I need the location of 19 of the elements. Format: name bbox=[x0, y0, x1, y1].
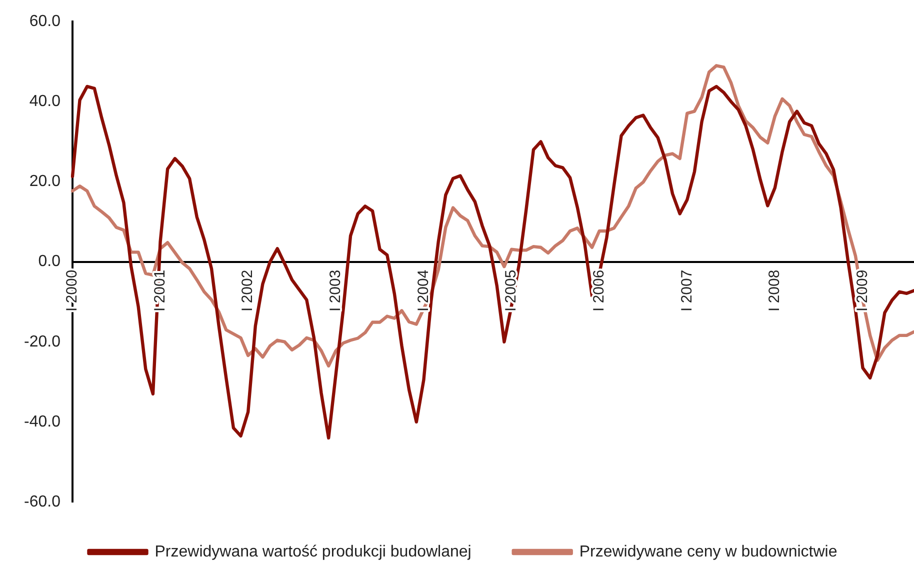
x-tick-label: I 2008 bbox=[766, 270, 784, 312]
x-tick-label: I 2009 bbox=[854, 270, 871, 312]
x-tick-label: I 2007 bbox=[678, 270, 696, 312]
y-tick-label: 60.0 bbox=[29, 13, 61, 30]
y-tick-label: -60.0 bbox=[24, 493, 61, 510]
y-tick-label: 20.0 bbox=[29, 173, 61, 190]
y-tick-label: 0.0 bbox=[38, 253, 61, 270]
x-tick-label: I 2002 bbox=[239, 270, 256, 312]
legend-label: Przewidywana wartość produkcji budowlanej bbox=[154, 543, 472, 560]
x-tick-label: I 2005 bbox=[502, 270, 520, 312]
x-tick-label: I 2000 bbox=[64, 270, 81, 312]
y-tick-label: -20.0 bbox=[24, 333, 61, 350]
x-tick-label: I 2001 bbox=[151, 270, 168, 312]
y-tick-label: 40.0 bbox=[29, 93, 61, 110]
legend-label: Przewidywane ceny w budownictwie bbox=[579, 543, 838, 560]
y-tick-label: -40.0 bbox=[24, 413, 61, 430]
x-tick-label: I 2004 bbox=[414, 270, 432, 312]
x-tick-label: I 2003 bbox=[327, 270, 344, 312]
x-tick-label: I 2006 bbox=[590, 270, 608, 312]
